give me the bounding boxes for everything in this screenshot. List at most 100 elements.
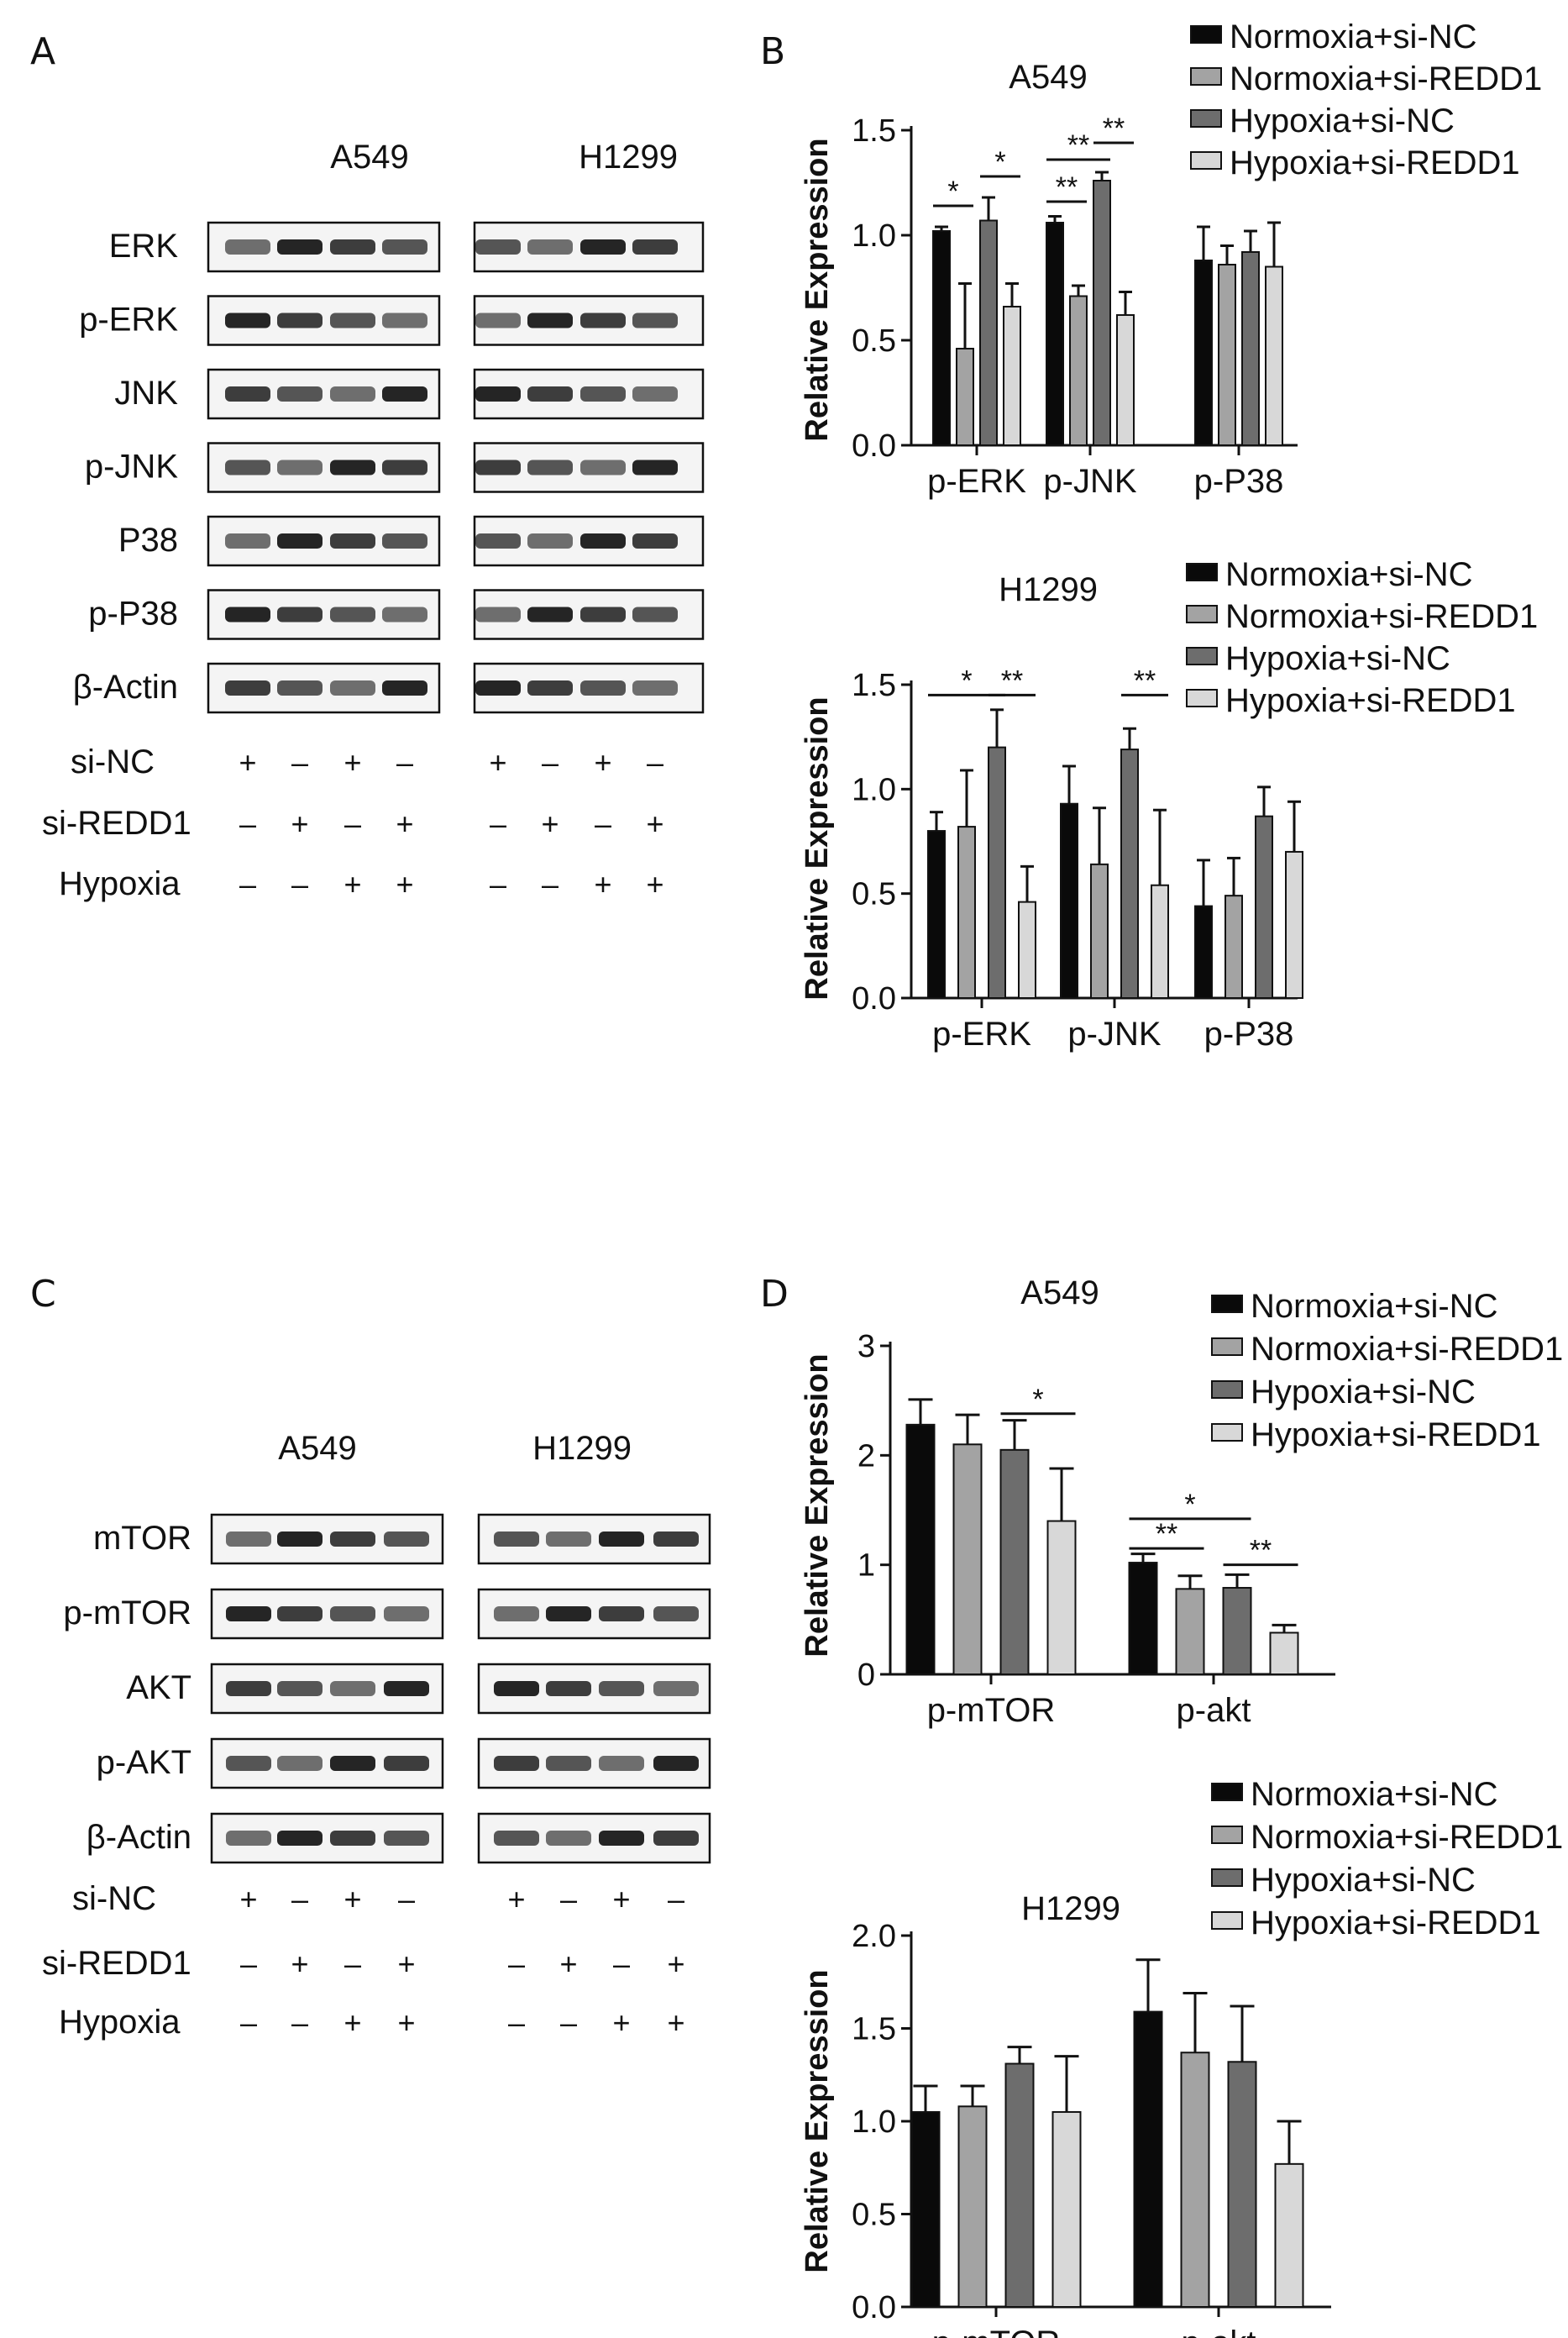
legend-label: Hypoxia+si-REDD1 (1251, 1905, 1541, 1941)
blot-band (527, 533, 573, 549)
bar (957, 826, 976, 999)
blot-band (382, 533, 427, 549)
bar (1120, 749, 1139, 999)
bar (1060, 802, 1078, 999)
bar (952, 1443, 983, 1676)
treatment-sign: – (291, 867, 308, 901)
treatment-sign: + (612, 1882, 630, 1916)
bar (1093, 180, 1111, 446)
bar (1004, 2062, 1035, 2308)
panel-label-b: B (760, 30, 786, 73)
treatment-sign: + (612, 2005, 630, 2040)
treatment-label: si-NC (71, 743, 155, 780)
y-axis-label: Relative Expression (800, 696, 835, 1000)
treatment-label: si-REDD1 (42, 805, 191, 842)
cell-line-label: H1299 (579, 139, 678, 176)
x-tick-label: p-ERK (932, 1016, 1031, 1053)
blot-band (494, 1681, 539, 1696)
chart-title: H1299 (1021, 1890, 1120, 1927)
blot-band (599, 1532, 644, 1547)
significance-label: ** (1001, 665, 1023, 696)
treatment-sign: + (541, 806, 559, 841)
bar (1069, 295, 1088, 446)
blot-band (277, 1532, 323, 1547)
legend-swatch (1211, 1783, 1243, 1801)
bar (1241, 251, 1260, 446)
treatment-sign: – (239, 806, 256, 841)
protein-label: p-P38 (88, 596, 178, 633)
treatment-sign: + (667, 2005, 684, 2040)
treatment-sign: + (343, 867, 361, 901)
blot-band (226, 1532, 271, 1547)
treatment-sign: – (396, 745, 413, 780)
significance-label: * (947, 176, 958, 208)
blot-band (330, 533, 375, 549)
blot-band (632, 680, 678, 696)
treatment-sign: – (240, 1947, 257, 1981)
blot-band (330, 239, 375, 255)
y-axis-label: Relative Expression (800, 1969, 835, 2272)
treatment-sign: – (560, 2005, 577, 2040)
blot-band (580, 460, 626, 475)
x-tick-label: p-mTOR (932, 2325, 1061, 2338)
blot-band (546, 1756, 591, 1771)
bar (1274, 2162, 1304, 2309)
blot-band (330, 1606, 375, 1621)
treatment-sign: – (291, 1882, 308, 1916)
x-tick-label: p-JNK (1043, 463, 1136, 500)
y-axis-label: Relative Expression (800, 1353, 835, 1657)
blot-band (527, 239, 573, 255)
blot-band (382, 460, 427, 475)
western-blot-1: A549 H1299 ERK p-ERK JNK p-JNK P38 p-P38 β-Actin… (42, 139, 705, 902)
blot-band (475, 386, 521, 402)
significance-label: ** (1056, 171, 1078, 203)
treatment-sign: + (291, 806, 308, 841)
blot-band (599, 1606, 644, 1621)
blot-band (382, 680, 427, 696)
blot-band (330, 1532, 375, 1547)
significance-label: ** (1156, 1518, 1177, 1550)
chart-title: A549 (1020, 1274, 1099, 1311)
cell-line-label: H1299 (532, 1430, 632, 1467)
blot-band (277, 680, 323, 696)
blot-band (382, 607, 427, 623)
blot-band (330, 460, 375, 475)
treatment-sign: + (667, 1947, 684, 1981)
legend-swatch (1211, 1337, 1243, 1356)
blot-band (494, 1756, 539, 1771)
cell-line-label: A549 (278, 1430, 356, 1467)
legend-label: Hypoxia+si-NC (1230, 102, 1455, 139)
bar (999, 1448, 1030, 1675)
treatment-sign: – (344, 1947, 361, 1981)
blot-band (225, 607, 270, 623)
significance-label: * (961, 665, 972, 696)
bar (956, 348, 974, 446)
blot-band (475, 607, 521, 623)
legend-swatch (1211, 1380, 1243, 1399)
bar (1175, 1588, 1205, 1675)
treatment-sign: + (343, 745, 361, 780)
y-tick-label: 0.0 (852, 981, 896, 1017)
bar (1133, 2010, 1163, 2309)
treatment-sign: – (398, 1882, 415, 1916)
y-axis-label: Relative Expression (800, 138, 835, 441)
y-tick-label: 0 (857, 1658, 875, 1693)
blot-band (225, 313, 270, 328)
legend-swatch (1211, 1911, 1243, 1930)
treatment-sign: – (508, 1947, 525, 1981)
x-tick-label: p-akt (1177, 1692, 1251, 1729)
bar (988, 746, 1006, 999)
y-tick-label: 0.5 (852, 877, 896, 912)
protein-label: AKT (126, 1669, 191, 1706)
blot-band (546, 1532, 591, 1547)
cell-line-label: A549 (330, 139, 408, 176)
blot-band (277, 1831, 323, 1846)
significance-label: * (994, 146, 1005, 178)
legend-label: Normoxia+si-REDD1 (1251, 1819, 1563, 1856)
treatment-sign: + (594, 745, 611, 780)
bar (1180, 2052, 1210, 2308)
blot-band (599, 1756, 644, 1771)
treatment-sign: + (396, 806, 413, 841)
treatment-label: si-NC (72, 1880, 156, 1917)
blot-band (632, 460, 678, 475)
